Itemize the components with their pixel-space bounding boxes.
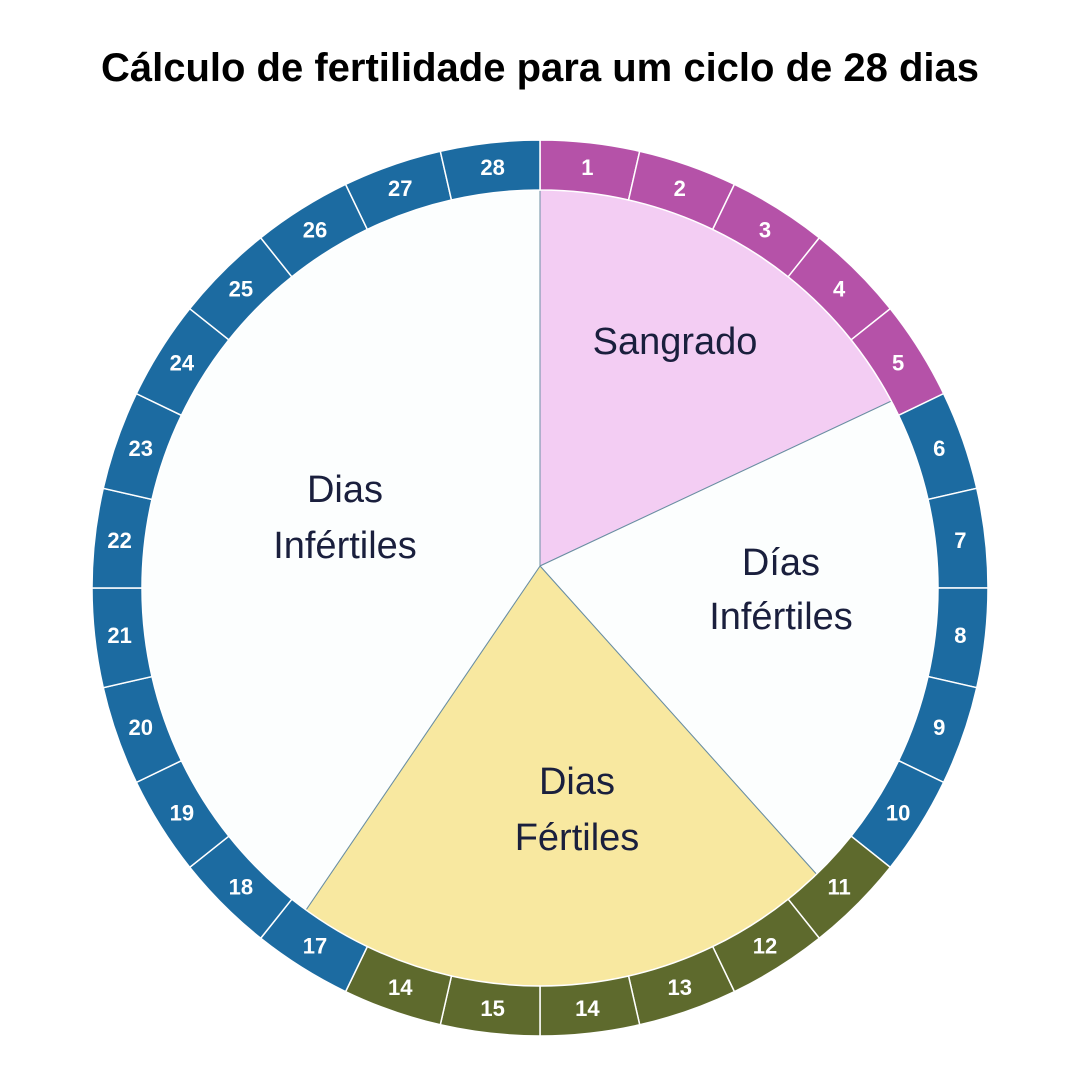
- label-dias-infertiles-right-line-2: Infértiles: [709, 596, 853, 638]
- ring-day-label: 25: [229, 276, 253, 301]
- ring-day-label: 3: [759, 217, 771, 242]
- ring-day-label: 17: [303, 934, 327, 959]
- ring-day-label: 14: [575, 996, 600, 1021]
- ring-day-label: 6: [933, 436, 945, 461]
- ring-day-label: 23: [128, 436, 152, 461]
- ring-day-label: 5: [892, 350, 904, 375]
- ring-segment-day-28: [439, 139, 541, 201]
- ring-day-label: 10: [886, 801, 910, 826]
- ring-day-label: 19: [170, 801, 194, 826]
- ring-day-label: 21: [107, 623, 131, 648]
- ring-day-label: 8: [954, 623, 966, 648]
- ring-day-label: 9: [933, 715, 945, 740]
- label-dias-infertiles-right-line-1: Días: [742, 542, 820, 584]
- ring-day-label: 27: [388, 176, 412, 201]
- ring-day-label: 12: [753, 934, 777, 959]
- ring-day-label: 20: [128, 715, 152, 740]
- ring-day-label: 14: [388, 975, 413, 1000]
- label-dias-infertiles-left-line-2: Infértiles: [273, 525, 417, 567]
- page-title: Cálculo de fertilidade para um ciclo de …: [100, 46, 980, 90]
- ring-day-label: 18: [229, 875, 253, 900]
- ring-day-label: 1: [581, 155, 593, 180]
- ring-day-label: 26: [303, 217, 327, 242]
- label-sangrado-line-1: Sangrado: [593, 321, 758, 363]
- ring-day-label: 15: [480, 996, 504, 1021]
- ring-day-label: 11: [827, 875, 850, 900]
- ring-day-label: 22: [107, 528, 131, 553]
- ring-day-label: 2: [674, 176, 686, 201]
- phase-wedges: [139, 187, 941, 989]
- ring-day-label: 4: [833, 276, 846, 301]
- label-dias-fertiles-line-2: Fértiles: [515, 817, 640, 859]
- ring-day-label: 7: [954, 528, 966, 553]
- ring-day-label: 28: [480, 155, 504, 180]
- day-ring: 1234567891011121314151417181920212223242…: [91, 139, 989, 1037]
- ring-day-label: 13: [667, 975, 691, 1000]
- label-dias-infertiles-left-line-1: Dias: [307, 469, 383, 511]
- phase-labels: Sangrado Días Infértiles Dias Fértiles Dias In…: [273, 321, 853, 859]
- label-dias-fertiles-line-1: Dias: [539, 761, 615, 803]
- ring-day-label: 24: [170, 350, 195, 375]
